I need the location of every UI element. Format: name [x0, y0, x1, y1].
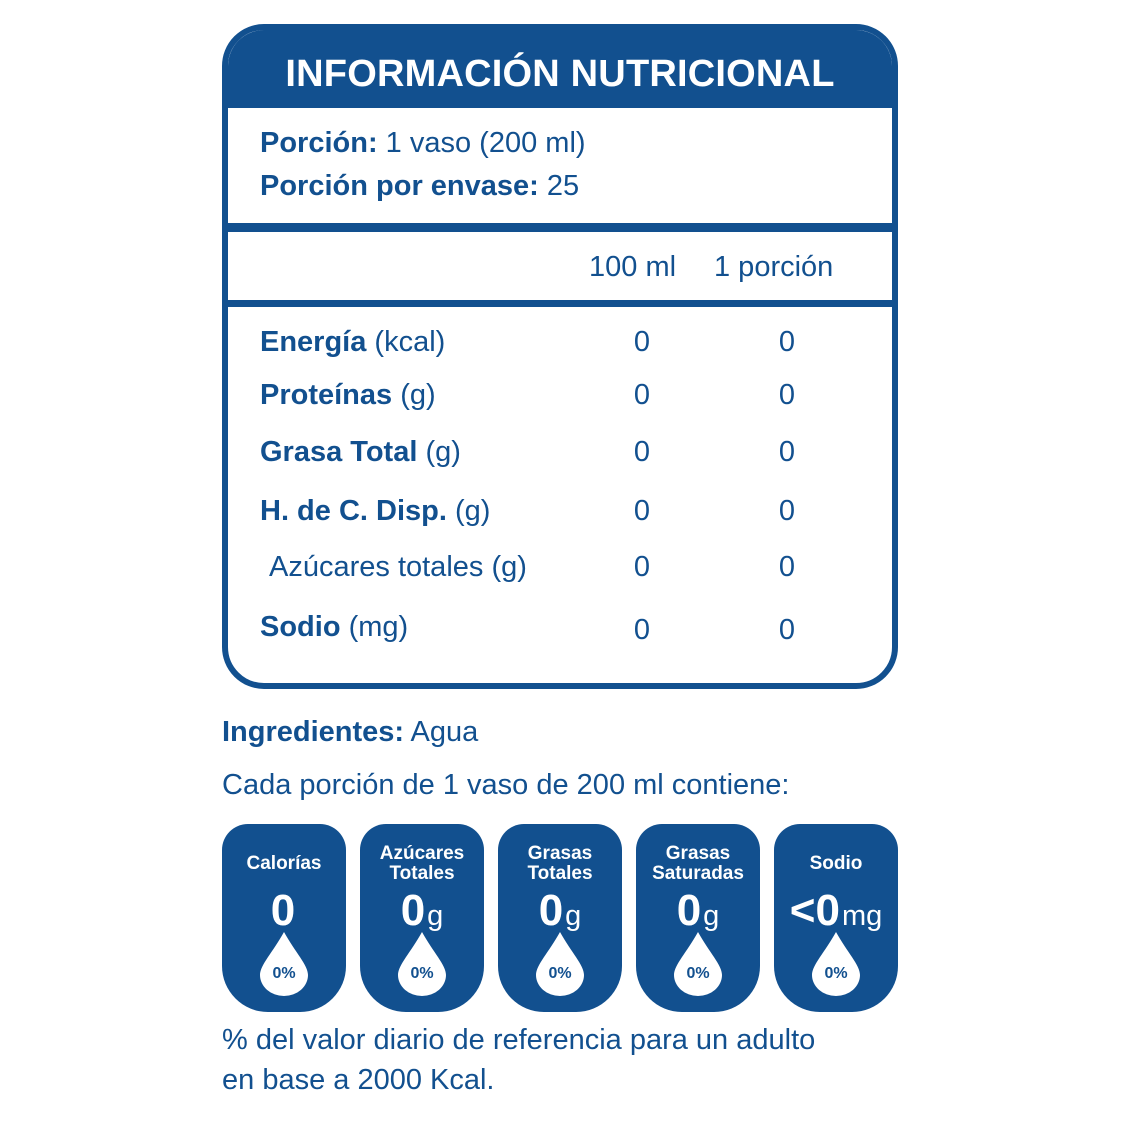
nutrient-label: Azúcares totales (g): [269, 551, 527, 583]
footnote-line-2: en base a 2000 Kcal.: [222, 1064, 495, 1096]
nutrient-row: Proteínas (g) 0 0: [228, 379, 892, 419]
portions-per-pack: Porción por envase: 25: [260, 170, 579, 203]
daily-value-percent: 0%: [272, 965, 296, 982]
water-drop-icon: [260, 932, 308, 996]
badge-value: 0g: [676, 886, 720, 935]
daily-value-percent: 0%: [824, 965, 848, 982]
portion-size: Porción: 1 vaso (200 ml): [260, 127, 586, 160]
value-100ml: 0: [633, 326, 651, 358]
badge-total-fat: Grasas Totales 0g: [498, 824, 622, 1012]
badge-calories: Calorías 0: [222, 824, 346, 1012]
badge-value: 0: [270, 886, 296, 935]
ingredients: Ingredientes: Agua: [222, 716, 478, 749]
value-100ml: 0: [633, 551, 651, 583]
nutrient-label: H. de C. Disp. (g): [260, 495, 491, 527]
badge-sodium: Sodio <0mg: [774, 824, 898, 1012]
per-pack-label: Porción por envase:: [260, 170, 539, 202]
nutrient-row: Energía (kcal) 0 0: [228, 326, 892, 366]
value-100ml: 0: [633, 495, 651, 527]
value-100ml: 0: [633, 379, 651, 411]
badge-title: Grasas Totales: [527, 843, 593, 884]
value-portion: 0: [778, 436, 796, 468]
value-portion: 0: [778, 551, 796, 583]
badge-value: <0mg: [789, 886, 883, 935]
water-drop-icon: [674, 932, 722, 996]
badge-title: Grasas Saturadas: [652, 843, 744, 884]
badge-value: 0g: [400, 886, 444, 935]
footnote-line-1: % del valor diario de referencia para un…: [222, 1024, 816, 1056]
value-100ml: 0: [633, 436, 651, 468]
per-portion-text: Cada porción de 1 vaso de 200 ml contien…: [222, 769, 790, 801]
badge-title: Calorías: [246, 853, 322, 874]
daily-value-percent: 0%: [548, 965, 572, 982]
ingredients-value: Agua: [404, 716, 479, 748]
nutrient-label: Grasa Total (g): [260, 436, 461, 468]
badge-title: Sodio: [809, 853, 863, 874]
nutrition-facts-panel: INFORMACIÓN NUTRICIONAL Porción: 1 vaso …: [222, 24, 898, 689]
portion-value: 1 vaso (200 ml): [377, 127, 586, 159]
nutrient-label: Proteínas (g): [260, 379, 436, 411]
nutrient-row: H. de C. Disp. (g) 0 0: [228, 495, 892, 535]
water-drop-icon: [812, 932, 860, 996]
nutrient-label: Energía (kcal): [260, 326, 446, 358]
divider-bar: [228, 223, 892, 232]
portion-label: Porción:: [260, 127, 378, 159]
water-drop-icon: [536, 932, 584, 996]
divider-bar: [228, 300, 892, 307]
nutrient-label: Sodio (mg): [260, 611, 409, 643]
nutrient-row: Grasa Total (g) 0 0: [228, 436, 892, 476]
value-portion: 0: [778, 495, 796, 527]
water-drop-icon: [398, 932, 446, 996]
column-header-portion: 1 porción: [714, 251, 834, 283]
panel-title: INFORMACIÓN NUTRICIONAL: [228, 30, 892, 108]
value-portion: 0: [778, 379, 796, 411]
badge-sugars: Azúcares Totales 0g: [360, 824, 484, 1012]
badge-value: 0g: [538, 886, 582, 935]
column-header-100ml: 100 ml: [589, 251, 677, 283]
value-100ml: 0: [633, 614, 651, 646]
nutrient-row: Azúcares totales (g) 0 0: [228, 551, 892, 591]
per-pack-value: 25: [538, 170, 580, 202]
badge-saturated-fat: Grasas Saturadas 0g: [636, 824, 760, 1012]
ingredients-label: Ingredientes:: [222, 716, 405, 748]
nutrient-row: Sodio (mg) 0 0: [228, 611, 892, 651]
value-portion: 0: [778, 326, 796, 358]
daily-value-percent: 0%: [686, 965, 710, 982]
value-portion: 0: [778, 614, 796, 646]
daily-value-percent: 0%: [410, 965, 434, 982]
badge-title: Azúcares Totales: [379, 843, 465, 884]
